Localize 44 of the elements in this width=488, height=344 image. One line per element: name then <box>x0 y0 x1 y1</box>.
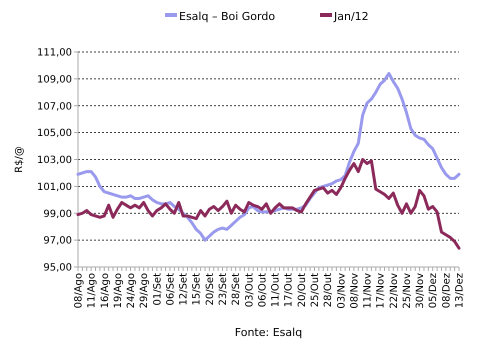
x-tick-label: 28/Out <box>323 272 334 308</box>
x-tick-label: 24/Ago <box>126 273 138 308</box>
x-tick-label: 20/Out <box>296 272 308 308</box>
line-series <box>76 158 460 250</box>
legend-label: Jan/12 <box>333 10 369 23</box>
x-tick-label: 30/Nov <box>415 272 426 309</box>
x-tick-label: 08/Ago <box>74 273 84 308</box>
y-tick-label: 103,00 <box>37 155 72 166</box>
x-tick-label: 25/Nov <box>402 272 413 309</box>
x-tick-label: 11/Out <box>270 272 282 308</box>
y-tick-label: 109,00 <box>37 74 72 86</box>
x-tick-label: 17/Out <box>284 272 295 308</box>
x-tick-label: 12/Set <box>178 272 190 306</box>
x-tick-label: 06/Set <box>165 272 176 306</box>
x-tick-label: 03/Out <box>244 272 256 308</box>
y-tick-label: 105,00 <box>37 128 72 140</box>
y-tick-label: 97,00 <box>43 236 72 247</box>
x-tick-label: 03/Nov <box>336 272 348 309</box>
x-tick-label: 25/Out <box>310 272 321 308</box>
x-tick-label: 22/Nov <box>388 272 400 309</box>
x-tick-label: 20/Set <box>204 272 216 306</box>
y-tick-label: 99,00 <box>43 208 72 220</box>
x-tick-label: 29/Ago <box>139 273 150 308</box>
x-tick-label: 19/Ago <box>112 273 124 308</box>
x-tick-label: 13/Dez <box>454 273 466 308</box>
x-tick-label: 08/Nov <box>349 272 360 309</box>
x-tick-label: 01/Set <box>152 272 164 306</box>
y-tick-label: 95,00 <box>43 262 72 274</box>
x-tick-label: 28/Set <box>231 272 242 306</box>
x-tick-label: 06/Out <box>257 272 268 308</box>
y-tick-label: 107,00 <box>37 101 72 112</box>
x-tick-label: 05/Dez <box>428 273 440 308</box>
x-tick-label: 11/Nov <box>362 272 374 309</box>
source-note: Fonte: Esalq <box>234 326 302 339</box>
legend-label: Esalq – Boi Gordo <box>179 10 276 23</box>
x-tick-label: 16/Ago <box>100 273 111 308</box>
x-tick-label: 08/Dez <box>441 273 452 308</box>
x-tick-label: 11/Ago <box>86 273 98 308</box>
y-tick-label: 111,00 <box>37 48 72 58</box>
y-tick-label: 101,00 <box>37 182 72 193</box>
y-axis-title: R$/@ <box>14 146 25 173</box>
x-tick-label: 23/Set <box>218 272 230 306</box>
x-tick-label: 15/Set <box>192 272 203 306</box>
x-tick-label: 17/Nov <box>376 272 387 309</box>
